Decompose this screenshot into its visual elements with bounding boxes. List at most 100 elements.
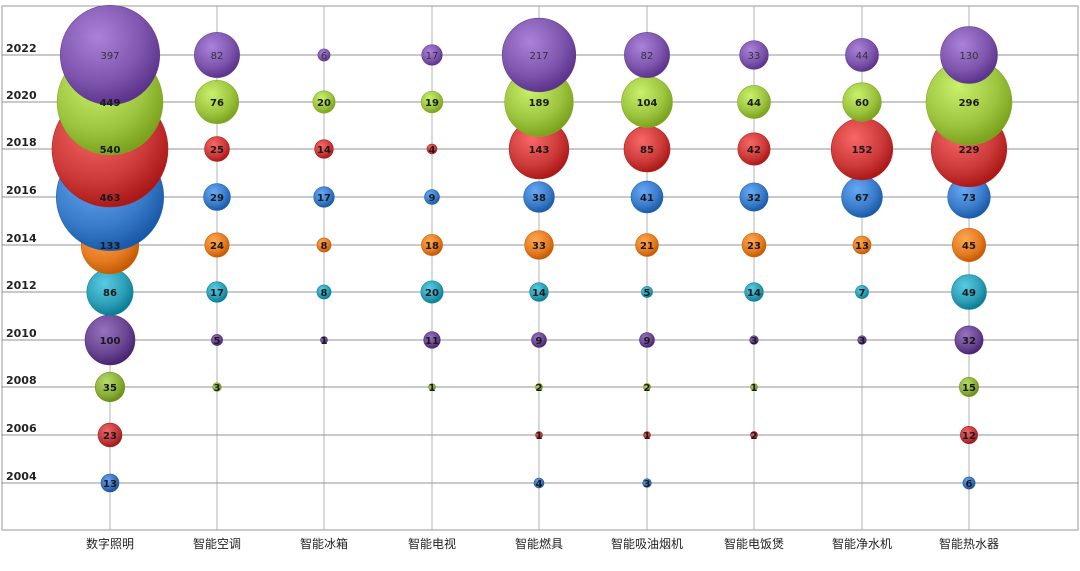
bubble-2014-智能电视 [421, 234, 443, 256]
bubble-2004-智能吸油烟机 [642, 478, 652, 488]
category-tick-2: 智能空调 [193, 536, 241, 551]
bubble-2014-智能热水器 [951, 227, 987, 263]
data-label-2008-智能电视: 1 [429, 383, 436, 394]
data-label-2018-智能空调: 25 [210, 145, 224, 156]
category-tick-5: 智能燃具 [515, 536, 563, 551]
bubble-2016-智能燃具 [523, 181, 555, 213]
bubble-2010-智能热水器 [954, 325, 984, 355]
bubble-2006-智能燃具 [535, 431, 543, 439]
year-tick-2004: 2004 [6, 470, 37, 483]
bubble-2012-智能热水器 [951, 274, 987, 310]
bubble-2020-智能空调 [194, 79, 240, 125]
data-label-2010-智能空调: 5 [214, 336, 221, 347]
bubble-2018-智能冰箱 [314, 139, 334, 159]
data-label-2008-智能电饭煲: 1 [751, 383, 758, 394]
bubble-2004-智能热水器 [962, 476, 976, 490]
data-label-2010-智能电视: 11 [425, 336, 439, 347]
data-label-2012-智能空调: 17 [210, 288, 224, 299]
data-label-2020-智能吸油烟机: 104 [637, 98, 658, 109]
data-label-2022-智能热水器: 130 [959, 51, 978, 62]
data-label-2012-智能冰箱: 8 [321, 288, 328, 299]
category-tick-3: 智能冰箱 [300, 536, 348, 551]
data-label-2014-智能热水器: 45 [962, 241, 976, 252]
bubble-2022-智能燃具 [501, 17, 577, 93]
data-label-2014-智能燃具: 33 [532, 241, 546, 252]
bubble-2014-智能燃具 [524, 230, 554, 260]
data-label-2006-智能电饭煲: 2 [751, 431, 758, 442]
bubble-2022-数字照明 [59, 4, 161, 106]
bubble-2016-智能电饭煲 [739, 182, 769, 212]
bubble-2020-智能冰箱 [312, 90, 336, 114]
bubble-2012-智能电饭煲 [744, 282, 764, 302]
data-label-2014-智能吸油烟机: 21 [640, 241, 654, 252]
bubble-2022-智能电视 [421, 44, 443, 66]
bubble-2012-智能电视 [420, 280, 444, 304]
category-tick-1: 数字照明 [86, 536, 134, 551]
bubble-2014-智能空调 [204, 232, 230, 258]
bubble-2012-智能空调 [206, 281, 228, 303]
bubble-layer [51, 4, 1013, 493]
data-label-2010-智能燃具: 9 [536, 336, 543, 347]
bubble-2008-智能电视 [428, 383, 436, 391]
data-label-2016-智能空调: 29 [210, 193, 224, 204]
year-tick-2012: 2012 [6, 279, 37, 292]
year-tick-2016: 2016 [6, 184, 37, 197]
data-label-2012-智能电视: 20 [425, 288, 439, 299]
data-label-2018-智能电视: 4 [429, 145, 436, 156]
year-tick-2006: 2006 [6, 422, 37, 435]
data-label-2010-数字照明: 100 [100, 336, 121, 347]
data-label-2006-数字照明: 23 [103, 431, 117, 442]
data-label-2006-智能燃具: 1 [536, 431, 543, 442]
data-label-2018-智能净水机: 152 [852, 145, 873, 156]
data-label-2004-智能吸油烟机: 3 [644, 479, 651, 490]
bubble-2018-智能电视 [426, 143, 438, 155]
data-label-2018-数字照明: 540 [100, 145, 121, 156]
data-label-2018-智能吸油烟机: 85 [640, 145, 654, 156]
data-label-2012-智能净水机: 7 [859, 288, 866, 299]
data-label-2020-智能电视: 19 [425, 98, 439, 109]
year-tick-2010: 2010 [6, 327, 37, 340]
category-tick-8: 智能净水机 [832, 536, 892, 551]
year-tick-2022: 2022 [6, 42, 37, 55]
data-label-2014-智能冰箱: 8 [321, 241, 328, 252]
bubble-2020-智能电视 [420, 90, 444, 114]
bubble-2010-智能电视 [423, 331, 441, 349]
data-label-2010-智能冰箱: 1 [321, 336, 328, 347]
data-label-2014-智能电视: 18 [425, 241, 439, 252]
category-tick-7: 智能电饭煲 [724, 536, 784, 551]
bubble-2022-智能冰箱 [317, 48, 331, 62]
data-label-2016-智能冰箱: 17 [317, 193, 331, 204]
data-label-2018-智能冰箱: 14 [317, 145, 331, 156]
bubble-2010-智能电饭煲 [749, 335, 759, 345]
data-label-2016-数字照明: 463 [100, 193, 121, 204]
bubble-2012-智能燃具 [529, 282, 549, 302]
bubble-2004-数字照明 [100, 473, 120, 493]
bubble-2014-智能吸油烟机 [635, 233, 659, 257]
bubble-2014-智能电饭煲 [741, 232, 767, 258]
bubble-2014-智能冰箱 [316, 237, 332, 253]
bubble-2022-智能净水机 [845, 38, 879, 72]
data-label-2010-智能净水机: 3 [859, 336, 866, 347]
bubble-2012-智能冰箱 [316, 284, 332, 300]
data-label-2010-智能热水器: 32 [962, 336, 976, 347]
bubble-2008-数字照明 [94, 371, 126, 403]
data-label-2020-智能冰箱: 20 [317, 98, 331, 109]
data-label-2022-数字照明: 397 [100, 51, 119, 62]
data-label-2012-数字照明: 86 [103, 288, 117, 299]
data-label-2014-智能空调: 24 [210, 241, 224, 252]
bubble-2006-智能电饭煲 [750, 431, 758, 439]
bubble-2010-智能吸油烟机 [639, 332, 655, 348]
data-label-2016-智能净水机: 67 [855, 193, 869, 204]
bubble-2008-智能电饭煲 [750, 383, 758, 391]
data-label-2020-智能热水器: 296 [959, 98, 980, 109]
data-label-2008-数字照明: 35 [103, 383, 117, 394]
plot-frame [1, 5, 1079, 531]
bubble-2020-智能净水机 [842, 82, 882, 122]
data-label-2020-智能空调: 76 [210, 98, 224, 109]
bubble-2010-智能冰箱 [320, 336, 328, 344]
data-label-2020-智能燃具: 189 [529, 98, 550, 109]
data-label-2014-智能电饭煲: 23 [747, 241, 761, 252]
data-label-2016-智能燃具: 38 [532, 193, 546, 204]
